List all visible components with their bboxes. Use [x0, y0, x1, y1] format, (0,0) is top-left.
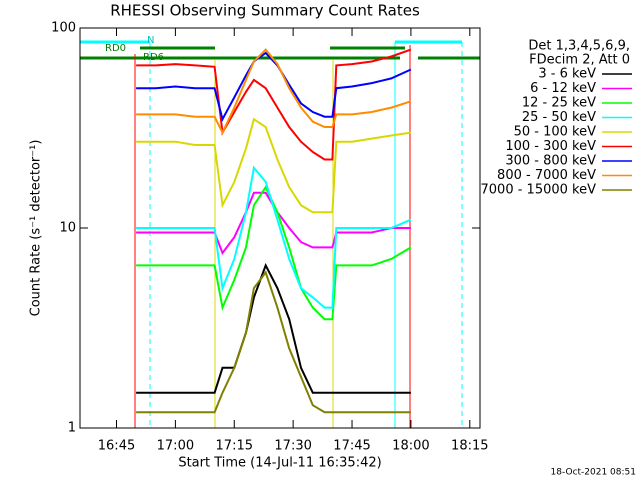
legend-label: 100 - 300 keV	[505, 139, 596, 154]
annotation: RD0	[105, 43, 126, 54]
x-tick-label: 17:30	[274, 439, 311, 454]
y-tick-label: 10	[59, 221, 76, 236]
series-line	[136, 48, 412, 161]
legend-label: 12 - 25 keV	[522, 96, 596, 111]
y-tick-label: 1	[68, 421, 76, 436]
series-line	[136, 48, 412, 135]
x-tick-label: 17:00	[157, 439, 194, 454]
x-tick-label: 17:15	[216, 439, 253, 454]
chart-title: RHESSI Observing Summary Count Rates	[110, 2, 420, 20]
y-tick-label: 100	[51, 21, 76, 36]
series-line	[136, 165, 412, 309]
y-axis-label: Count Rate (s⁻¹ detector⁻¹)	[29, 140, 44, 317]
legend-label: 300 - 800 keV	[505, 154, 596, 169]
annotation: N	[147, 35, 154, 46]
x-tick-label: 16:45	[98, 439, 135, 454]
footer: 18-Oct-2021 08:51	[551, 468, 636, 478]
series-line	[136, 185, 412, 321]
legend-label: 50 - 100 keV	[514, 125, 597, 140]
x-axis-label: Start Time (14-Jul-11 16:35:42)	[178, 456, 381, 471]
series-line	[136, 262, 411, 394]
legend-label: 800 - 7000 keV	[497, 168, 596, 183]
x-tick-label: 17:45	[333, 439, 370, 454]
legend-label: 3 - 6 keV	[538, 67, 596, 82]
x-tick-label: 18:15	[451, 439, 488, 454]
legend-label: 7000 - 15000 keV	[481, 183, 597, 198]
series-line	[136, 117, 412, 214]
annotation: RD6	[143, 52, 164, 63]
legend-label: 6 - 12 keV	[530, 81, 596, 96]
x-tick-label: 18:00	[392, 439, 429, 454]
legend-header: Det 1,3,4,5,6,9,	[528, 39, 630, 54]
legend-header: FDecim 2, Att 0	[529, 53, 630, 68]
legend-label: 25 - 50 keV	[522, 110, 596, 125]
series-line	[136, 270, 411, 414]
